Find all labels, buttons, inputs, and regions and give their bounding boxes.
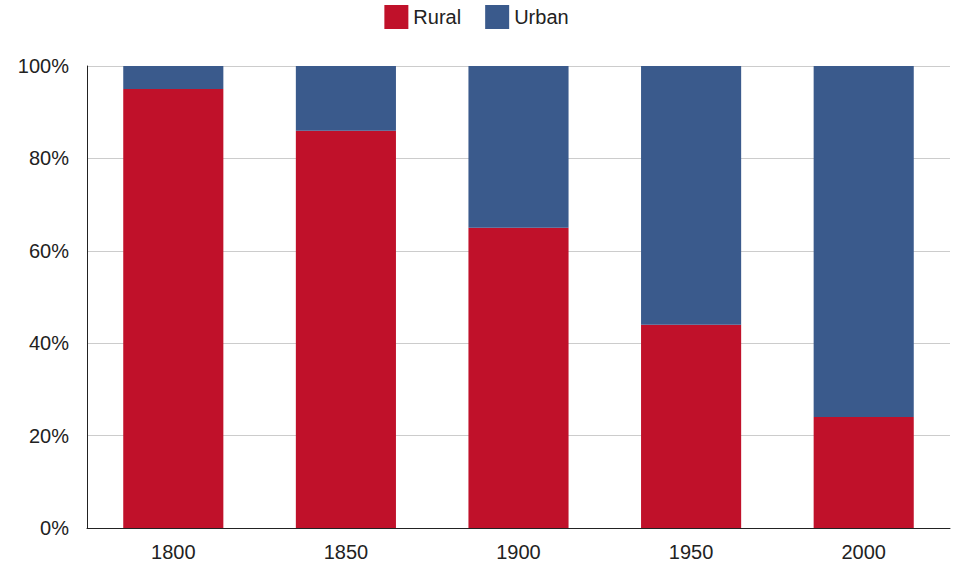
svg-text:1850: 1850 [324,541,369,563]
svg-text:Rural: Rural [413,6,461,28]
svg-text:40%: 40% [29,332,69,354]
svg-text:2000: 2000 [841,541,886,563]
svg-text:60%: 60% [29,240,69,262]
svg-text:100%: 100% [18,55,69,77]
svg-text:1800: 1800 [151,541,196,563]
svg-text:20%: 20% [29,425,69,447]
svg-text:80%: 80% [29,147,69,169]
svg-text:1950: 1950 [669,541,714,563]
svg-text:0%: 0% [40,517,69,539]
svg-text:Urban: Urban [514,6,568,28]
svg-text:1900: 1900 [496,541,541,563]
